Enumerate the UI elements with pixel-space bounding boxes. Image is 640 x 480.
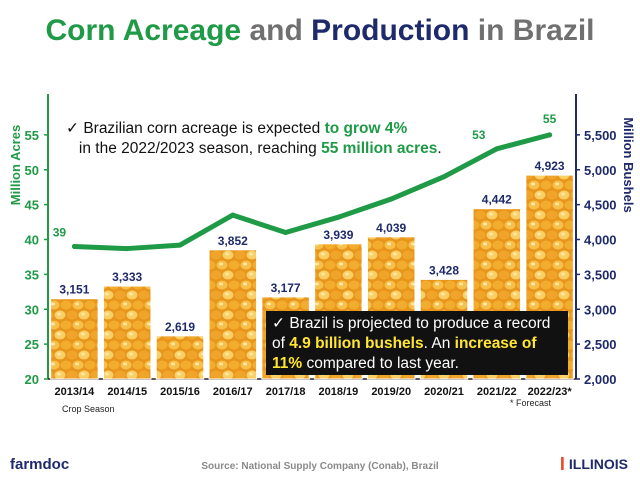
category-tick-label: 2013/14 [55,386,96,398]
category-tick-label: 2021/22 [477,386,517,398]
production-callout: ✓ Brazil is projected to produce a recor… [266,311,568,375]
bar-value-label: 3,333 [112,270,142,284]
left-tick-label: 20 [25,372,39,387]
bar-value-label: 4,442 [482,193,512,207]
chart-axes: 20 25 30 35 40 45 50 55 2,000 2,500 3,000 3,500 4,00… [8,94,636,387]
left-tick-label: 30 [25,302,39,317]
right-tick-label: 4,500 [584,198,617,213]
production-bar [50,298,99,380]
acreage-point [441,174,447,180]
acreage-point [547,132,553,138]
acreage-callout: ✓ Brazilian corn acreage is expected to … [66,120,442,157]
farmdoc-logo: farmdoc [10,456,70,473]
acreage-point [335,214,341,220]
left-axis-title: Million Acres [8,125,23,205]
line-value-label: 39 [53,225,67,239]
right-tick-label: 3,500 [584,267,617,282]
bar-value-label: 3,939 [323,228,353,242]
production-bar [208,249,258,380]
acreage-point [388,196,394,202]
right-tick-label: 5,000 [584,163,617,178]
line-value-label: 55 [543,112,557,126]
acreage-point [124,246,130,252]
line-value-label: 53 [472,128,486,142]
acreage-point [494,146,500,152]
category-tick-label: 2020/21 [424,386,464,398]
category-tick-label: 2016/17 [213,386,253,398]
left-tick-label: 40 [25,233,39,248]
category-tick-label: 2022/23* [528,386,573,398]
acreage-point [283,230,289,236]
illinois-i-icon: I [559,454,565,474]
category-tick-label: 2014/15 [107,386,147,398]
right-tick-label: 2,500 [584,337,617,352]
bar-value-label: 4,923 [535,159,565,173]
forecast-note: * Forecast [510,398,552,408]
chart-labels: 3,151 3,333 2,619 3,852 3,177 3,939 4,039 3,428… [53,112,573,398]
production-bar [102,285,152,380]
production-bar [155,335,205,380]
category-tick-label: 2017/18 [266,386,306,398]
left-tick-label: 35 [25,267,39,282]
page-title: Corn Acreage and Production in Brazil [45,14,595,47]
right-tick-label: 4,000 [584,233,617,248]
right-axis-title: Million Bushels [621,117,636,212]
bar-value-label: 3,428 [429,263,459,277]
right-tick-label: 3,000 [584,302,617,317]
acreage-point [230,212,236,218]
acreage-point [177,242,183,248]
bar-value-label: 2,619 [165,320,195,334]
left-tick-label: 45 [25,198,39,213]
illinois-logo: I ILLINOIS [559,454,628,474]
line-series [71,132,553,252]
bar-value-label: 4,039 [376,221,406,235]
right-tick-label: 2,000 [584,372,617,387]
source-text: Source: National Supply Company (Conab),… [201,461,439,472]
bar-value-label: 3,151 [59,283,89,297]
category-tick-label: 2015/16 [160,386,200,398]
x-axis-title: Crop Season [62,404,115,414]
acreage-point [71,243,77,249]
left-tick-label: 25 [25,337,39,352]
category-tick-label: 2018/19 [319,386,359,398]
acreage-line [71,132,553,252]
right-tick-label: 5,500 [584,128,617,143]
bar-value-label: 3,852 [218,234,248,248]
left-tick-label: 50 [25,163,39,178]
bar-value-label: 3,177 [271,281,301,295]
left-tick-label: 55 [25,128,39,143]
category-tick-label: 2019/20 [371,386,411,398]
